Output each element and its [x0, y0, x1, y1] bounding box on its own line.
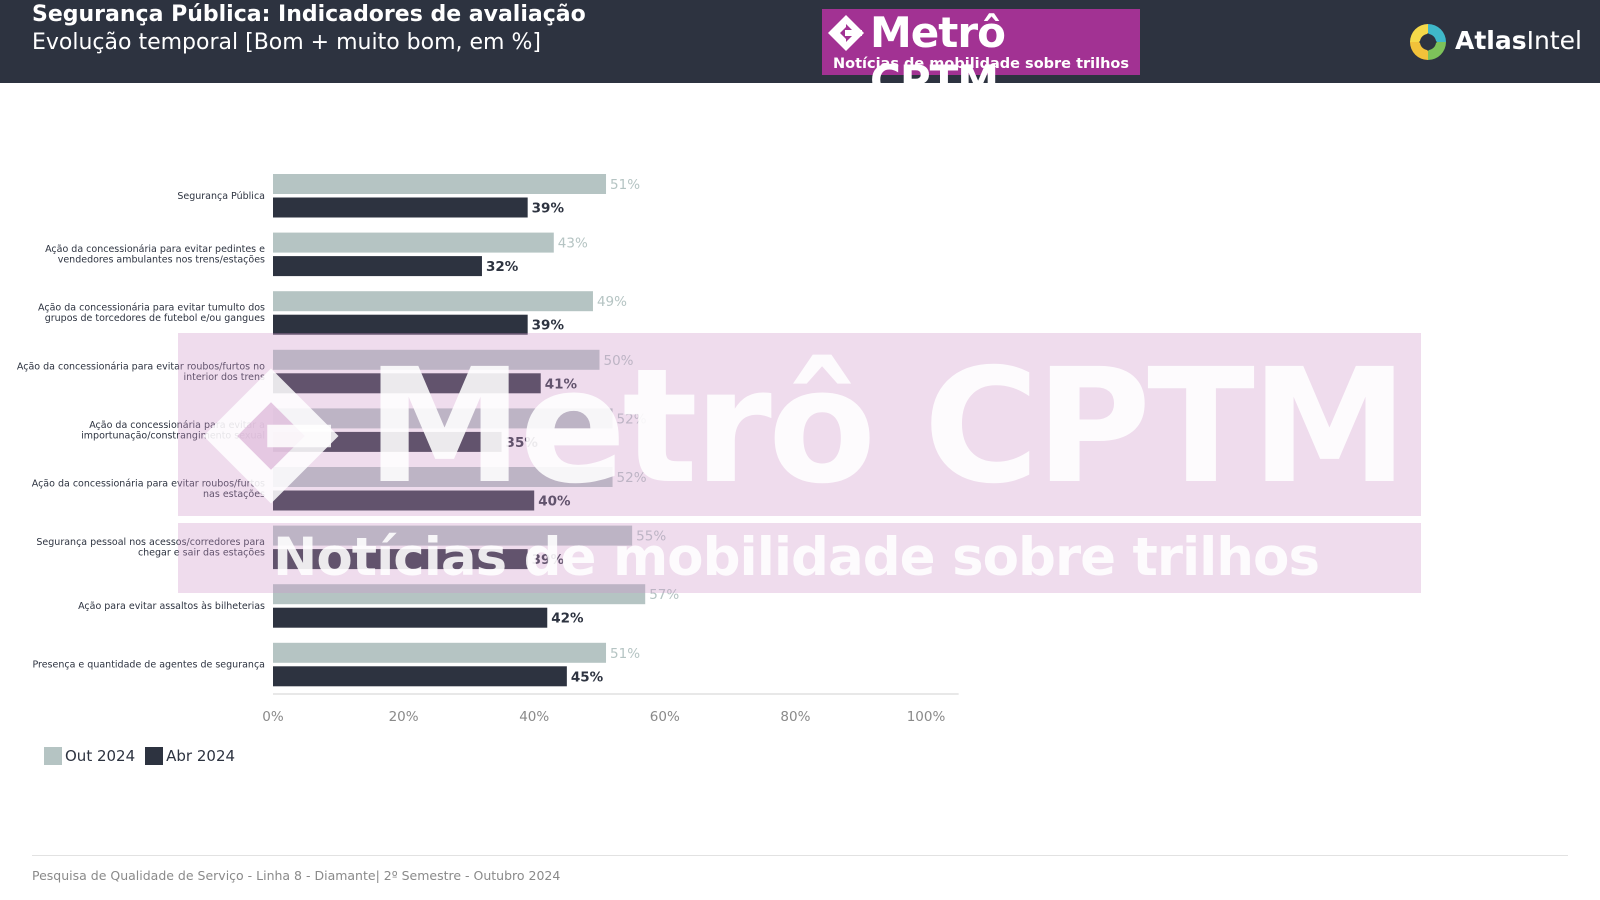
bar-out-2024	[273, 408, 613, 429]
data-label: 32%	[486, 259, 519, 275]
category-label: Segurança pessoal nos acessos/corredores…	[36, 537, 265, 548]
bar-out-2024	[273, 525, 633, 546]
bar-out-2024	[273, 349, 600, 370]
data-label: 41%	[545, 376, 578, 392]
category-label: chegar e sair das estações	[138, 548, 265, 559]
category-label: importunação/constrangimento sexual	[81, 430, 265, 441]
category-label: Ação da concessionária para evitar roubo…	[32, 479, 265, 490]
bar-abr-2024	[273, 607, 548, 628]
bar-abr-2024	[273, 666, 567, 687]
x-tick-label: 80%	[780, 709, 810, 725]
bar-out-2024	[273, 232, 554, 253]
data-label: 39%	[532, 552, 565, 568]
bar-abr-2024	[273, 490, 535, 511]
data-label: 40%	[538, 494, 571, 510]
data-label: 55%	[636, 529, 666, 545]
data-label: 52%	[617, 411, 647, 427]
legend-item-out-2024: Out 2024	[44, 747, 135, 765]
bar-abr-2024	[273, 373, 541, 394]
footer-divider	[32, 855, 1568, 856]
data-label: 39%	[532, 201, 565, 217]
category-label: Segurança Pública	[177, 191, 265, 202]
bar-abr-2024	[273, 314, 528, 335]
logo-main-text: Metrô CPTM	[870, 8, 1006, 105]
category-label: vendedores ambulantes nos trens/estações	[58, 255, 265, 266]
data-label: 43%	[558, 236, 588, 252]
x-tick-label: 100%	[907, 709, 946, 725]
atlas-logo-part1: Atlas	[1455, 26, 1527, 55]
data-label: 50%	[604, 353, 634, 369]
atlas-logo-text: AtlasIntel	[1455, 26, 1582, 55]
diamond-logo-icon	[828, 15, 864, 51]
legend-label-abr-2024: Abr 2024	[166, 747, 236, 765]
category-label: Ação da concessionária para evitar roubo…	[17, 361, 265, 372]
bar-out-2024	[273, 642, 607, 663]
bar-out-2024	[273, 174, 607, 194]
bar-abr-2024	[273, 549, 528, 570]
bar-abr-2024	[273, 431, 502, 452]
data-label: 45%	[571, 669, 604, 685]
chart-legend: Out 2024 Abr 2024	[44, 747, 245, 765]
footer-text: Pesquisa de Qualidade de Serviço - Linha…	[32, 868, 561, 883]
page-subtitle: Evolução temporal [Bom + muito bom, em %…	[32, 30, 541, 55]
legend-swatch-out-2024	[44, 747, 62, 765]
header-bar: Segurança Pública: Indicadores de avalia…	[0, 0, 1600, 105]
category-label: Ação da concessionária para evitar tumul…	[38, 303, 265, 314]
data-label: 49%	[597, 294, 627, 310]
data-label: 42%	[551, 611, 584, 627]
bar-out-2024	[273, 584, 646, 605]
bar-abr-2024	[273, 256, 482, 277]
bar-abr-2024	[273, 197, 528, 218]
logo-sub-text: Notícias de mobilidade sobre trilhos	[832, 56, 1130, 72]
metro-cptm-logo: Metrô CPTM Notícias de mobilidade sobre …	[822, 9, 1140, 105]
category-label: nas estações	[203, 489, 265, 500]
data-label: 52%	[617, 470, 647, 486]
atlas-logo-icon	[1410, 24, 1446, 60]
category-label: grupos de torcedores de futebol e/ou gan…	[45, 313, 265, 324]
category-label: Ação para evitar assaltos às bilheterias	[78, 601, 265, 612]
data-label: 57%	[649, 587, 679, 603]
data-label: 51%	[610, 177, 640, 193]
x-tick-label: 0%	[262, 709, 284, 725]
data-label: 39%	[532, 318, 565, 334]
legend-item-abr-2024: Abr 2024	[145, 747, 235, 765]
bar-out-2024	[273, 467, 613, 487]
x-tick-label: 20%	[389, 709, 419, 725]
bar-out-2024	[273, 291, 593, 312]
x-tick-label: 40%	[519, 709, 549, 725]
category-label: Ação da concessionária para evitar pedin…	[45, 244, 265, 255]
x-tick-label: 60%	[650, 709, 680, 725]
category-label: Presença e quantidade de agentes de segu…	[32, 660, 265, 671]
category-label: interior dos trens	[183, 372, 265, 383]
category-label: Ação da concessionária para evitar a	[89, 420, 265, 431]
atlas-logo-part2: Intel	[1526, 26, 1582, 55]
legend-swatch-abr-2024	[145, 747, 164, 765]
legend-label-out-2024: Out 2024	[65, 747, 136, 765]
data-label: 51%	[610, 646, 640, 662]
data-label: 35%	[506, 435, 539, 451]
page-title: Segurança Pública: Indicadores de avalia…	[32, 2, 586, 27]
